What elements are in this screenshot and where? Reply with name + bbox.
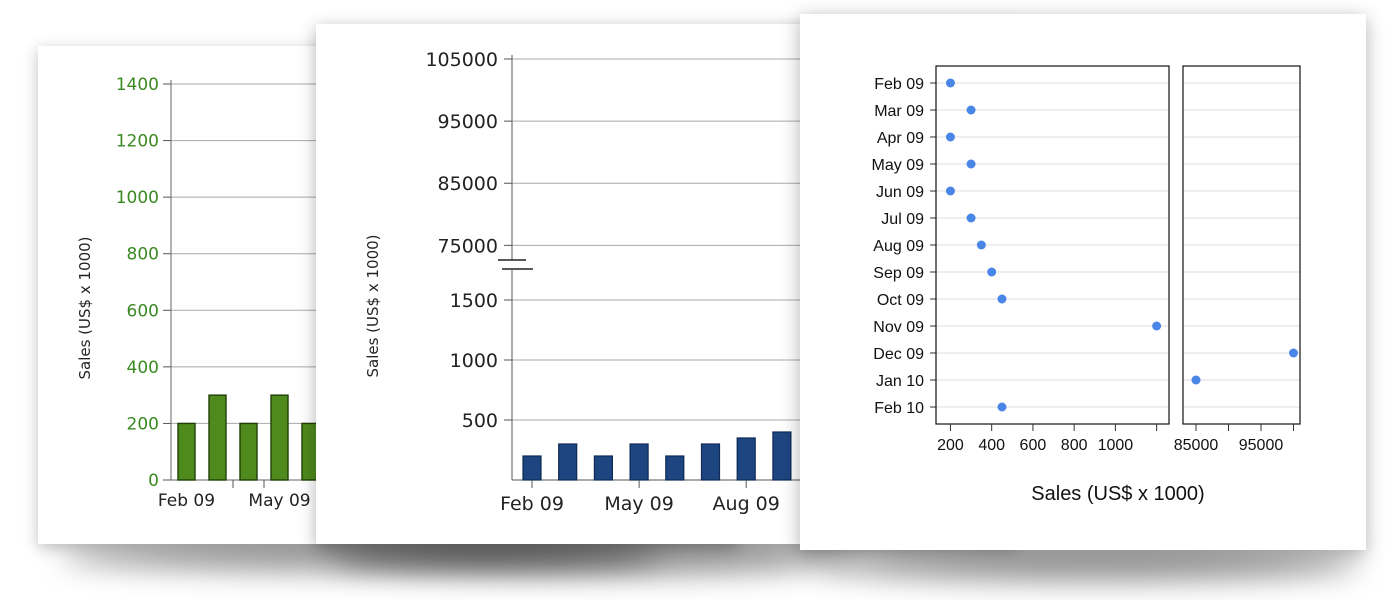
x-tick-label: Aug 09	[713, 493, 780, 515]
bar	[700, 443, 721, 481]
category-label: Feb 09	[874, 76, 924, 93]
data-point	[945, 186, 955, 196]
y-tick-label: 1500	[450, 290, 498, 312]
dot-plot-chart: Sales (US$ x 1000) Feb 09 Mar 09 Apr 09 May…	[872, 65, 1301, 505]
category-label: May 09	[872, 157, 925, 174]
y-tick-label: 800	[127, 245, 159, 265]
y-tick-label: 85000	[438, 173, 498, 195]
bar	[270, 394, 289, 481]
category-label: Apr 09	[877, 130, 924, 147]
y-axis-label: Sales (US$ x 1000)	[76, 236, 94, 379]
category-label: Jun 09	[876, 184, 924, 201]
data-point	[976, 240, 986, 250]
y-tick-label: 1400	[116, 75, 159, 95]
card-shadow	[820, 548, 1360, 580]
x-tick-label: May 09	[604, 493, 674, 515]
bar	[558, 443, 578, 481]
x-tick-label: 200	[937, 437, 964, 454]
y-tick-label: 200	[127, 414, 159, 434]
data-point	[945, 132, 955, 142]
x-tick-label: 400	[978, 437, 1005, 454]
y-tick-label: 1000	[450, 350, 498, 372]
category-label: Mar 09	[874, 103, 924, 120]
category-label: Dec 09	[873, 346, 924, 363]
x-tick-label: Feb 09	[158, 491, 215, 511]
data-point	[945, 78, 955, 88]
data-point	[966, 105, 976, 115]
panel-frame	[1182, 65, 1301, 425]
data-point	[997, 402, 1007, 412]
x-tick-label: May 09	[248, 491, 310, 511]
bar	[239, 422, 258, 481]
panel-frame	[935, 65, 1170, 425]
category-label: Nov 09	[873, 319, 924, 336]
bar	[522, 455, 542, 481]
bar	[736, 437, 756, 481]
card-shadow	[330, 540, 850, 574]
y-tick-label: 1000	[116, 188, 159, 208]
y-tick-label: 1200	[116, 132, 159, 152]
x-tick-label: 600	[1020, 437, 1047, 454]
bar	[772, 431, 792, 481]
y-tick-label: 400	[127, 358, 159, 378]
category-label: Oct 09	[877, 292, 924, 309]
data-point	[997, 294, 1007, 304]
category-label: Sep 09	[873, 265, 924, 282]
category-label: Jul 09	[881, 211, 924, 228]
x-tick-label: 1000	[1098, 437, 1134, 454]
y-tick-label: 75000	[438, 235, 498, 257]
chart-card-dotplot: Sales (US$ x 1000) Feb 09 Mar 09 Apr 09 May…	[800, 14, 1366, 550]
category-label: Aug 09	[873, 238, 924, 255]
y-tick-label: 105000	[425, 49, 498, 71]
y-tick-label: 0	[148, 471, 159, 491]
y-tick-label: 95000	[438, 111, 498, 133]
bar	[208, 394, 227, 481]
category-label: Feb 10	[874, 400, 924, 417]
y-axis-label: Sales (US$ x 1000)	[364, 234, 382, 377]
y-tick-label: 500	[462, 410, 498, 432]
bar	[177, 422, 196, 481]
x-tick-label: 800	[1061, 437, 1088, 454]
data-point	[966, 159, 976, 169]
card-shadow	[60, 540, 660, 570]
bar	[629, 443, 649, 481]
bar	[593, 455, 613, 481]
data-point	[1152, 321, 1162, 331]
category-label: Jan 10	[876, 373, 924, 390]
x-tick-label: 85000	[1174, 437, 1219, 454]
x-tick-label: Feb 09	[500, 493, 564, 515]
data-point	[987, 267, 997, 277]
data-point	[966, 213, 976, 223]
x-tick-label: 95000	[1239, 437, 1284, 454]
bar	[665, 455, 685, 481]
data-point	[1289, 348, 1298, 358]
data-point	[1191, 375, 1201, 385]
y-tick-label: 600	[127, 301, 159, 321]
x-axis-label: Sales (US$ x 1000)	[1031, 483, 1204, 505]
